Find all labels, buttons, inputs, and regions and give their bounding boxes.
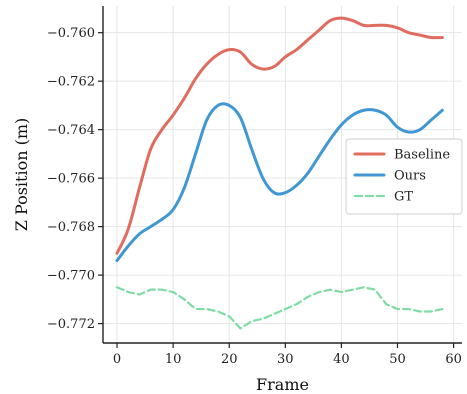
series-layer (115, 16, 444, 330)
x-tick-label: 10 (165, 352, 182, 367)
y-tick-label: −0.770 (47, 269, 95, 284)
y-tick-label: −0.766 (47, 172, 95, 187)
y-tick-label: −0.762 (47, 75, 95, 90)
x-tick-label: 60 (445, 352, 462, 367)
x-tick-label: 40 (333, 352, 350, 367)
y-axis-label: Z Position (m) (12, 118, 31, 232)
legend-box (345, 138, 463, 215)
legend-label-ours: Ours (394, 169, 426, 184)
y-tick-label: −0.768 (47, 220, 95, 235)
x-axis-label: Frame (256, 375, 309, 394)
y-tick-label: −0.760 (47, 26, 95, 41)
x-tick-label: 30 (277, 352, 294, 367)
ticks: 0 10 20 30 40 50 60 −0.760 −0.762 −0.764 −0.766 −0.… (47, 26, 462, 367)
series-line-ours (115, 102, 444, 263)
y-tick-label: −0.772 (47, 317, 95, 332)
x-tick-label: 20 (221, 352, 238, 367)
legend: Baseline Ours GT (345, 138, 463, 215)
series-line-baseline (115, 16, 444, 255)
y-tick-label: −0.764 (47, 123, 95, 138)
series-line-gt (115, 286, 444, 330)
legend-label-baseline: Baseline (394, 148, 450, 163)
legend-label-gt: GT (394, 190, 413, 205)
x-tick-label: 50 (389, 352, 406, 367)
x-tick-label: 0 (113, 352, 121, 367)
